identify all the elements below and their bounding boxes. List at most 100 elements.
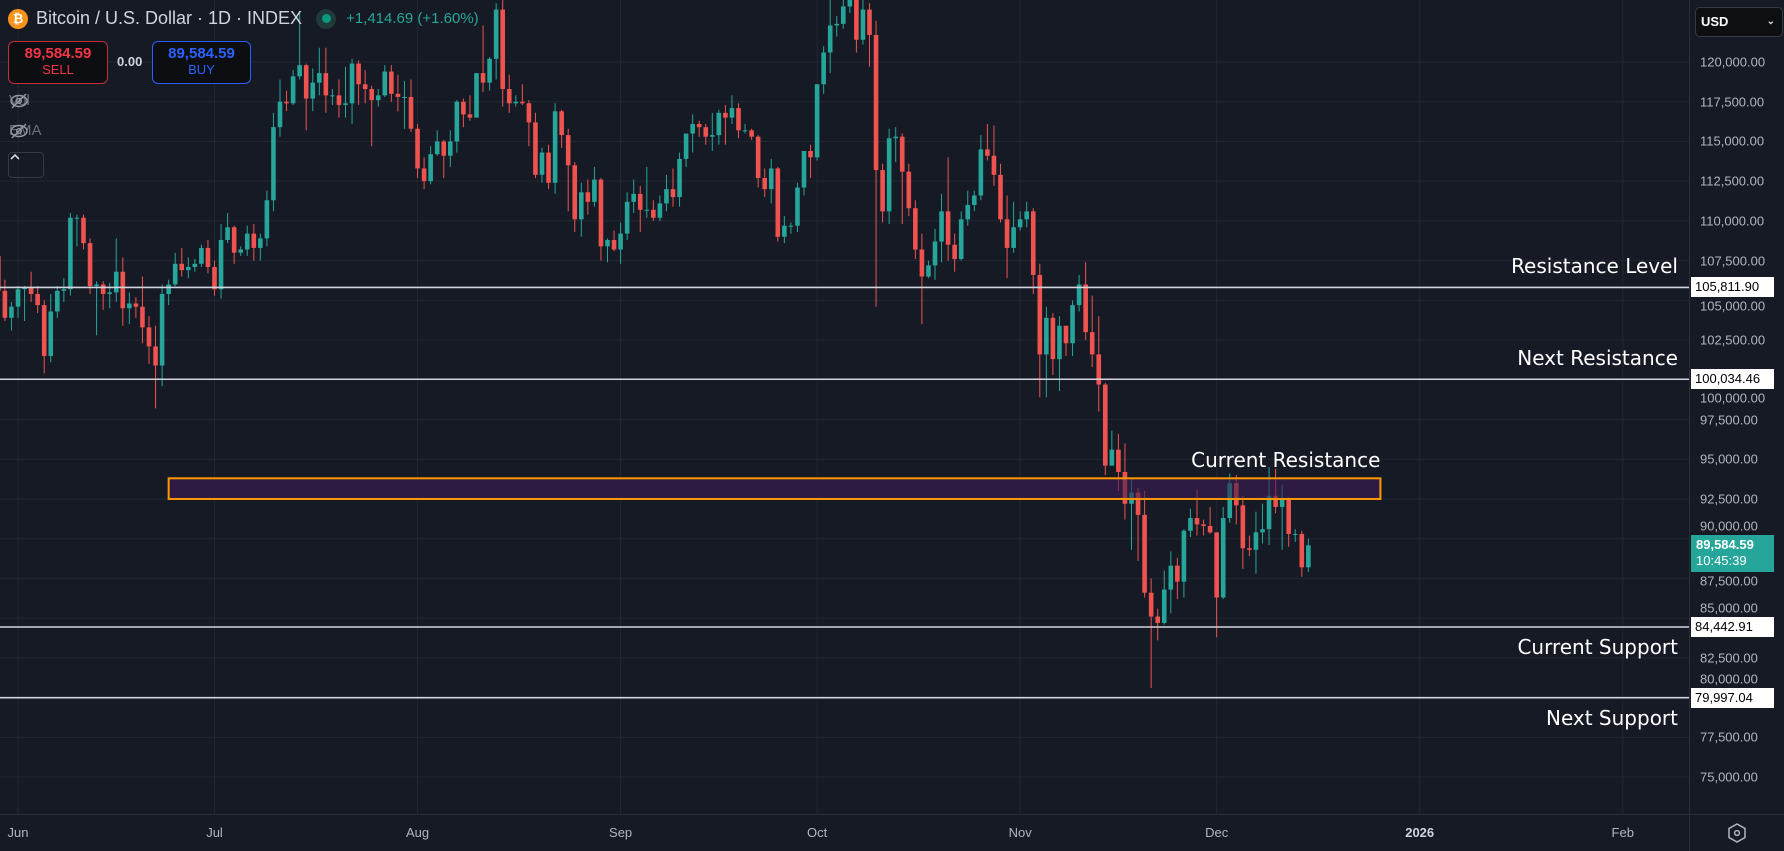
candle-body bbox=[474, 73, 479, 118]
candle-body bbox=[100, 284, 106, 294]
candle-body bbox=[559, 111, 564, 136]
candle-body bbox=[238, 249, 243, 253]
candle-body bbox=[81, 217, 86, 244]
candle-body bbox=[782, 225, 787, 237]
candle-body bbox=[585, 192, 591, 202]
candle-body bbox=[965, 205, 971, 220]
candle-body bbox=[1175, 565, 1180, 582]
candle bbox=[454, 100, 460, 153]
buy-button[interactable]: 89,584.59 BUY bbox=[152, 41, 251, 84]
candle bbox=[297, 11, 302, 80]
candle-body bbox=[94, 284, 99, 287]
candle-body bbox=[696, 123, 702, 128]
candle-body bbox=[218, 239, 224, 290]
candle-body bbox=[310, 82, 316, 99]
candle-body bbox=[670, 189, 676, 198]
candle bbox=[821, 46, 826, 94]
chart-pane[interactable]: Resistance Level Next Resistance Current S… bbox=[0, 0, 1689, 814]
candle bbox=[788, 222, 794, 234]
time-tick-label: Jul bbox=[206, 825, 223, 840]
candle bbox=[1004, 195, 1010, 279]
candle bbox=[1083, 262, 1088, 341]
candle-body bbox=[854, 0, 859, 40]
candle-body bbox=[1227, 483, 1233, 519]
price-tick-label: 112,500.00 bbox=[1700, 173, 1765, 189]
candle bbox=[1148, 578, 1154, 689]
candle-body bbox=[480, 73, 486, 83]
candle-body bbox=[978, 149, 984, 196]
candle bbox=[310, 68, 316, 112]
bitcoin-logo-icon: ₿ bbox=[8, 8, 28, 29]
candle-body bbox=[284, 101, 289, 104]
time-tick-label: Sep bbox=[609, 825, 633, 840]
candle-body bbox=[277, 101, 283, 128]
candle-body bbox=[749, 130, 754, 137]
candle-body bbox=[461, 101, 466, 115]
candle bbox=[683, 133, 689, 167]
candle bbox=[362, 69, 368, 104]
candle bbox=[343, 66, 348, 118]
price-change: +1,414.69 (+1.60%) bbox=[346, 10, 479, 27]
price-tick-label: 107,500.00 bbox=[1700, 253, 1766, 269]
candle bbox=[1109, 430, 1115, 466]
candle-body bbox=[552, 111, 558, 183]
candle bbox=[428, 146, 433, 185]
candle bbox=[474, 73, 479, 118]
candle-body bbox=[919, 249, 925, 277]
price-axis[interactable]: 120,000.00 117,500.00 115,000.00 112,500.00… bbox=[1689, 0, 1784, 814]
level-price-tag: 105,811.90 bbox=[1691, 277, 1774, 298]
candle-body bbox=[113, 271, 119, 293]
time-tick-label: Dec bbox=[1205, 825, 1229, 840]
candle bbox=[506, 74, 512, 113]
eye-crossed-icon[interactable] bbox=[9, 92, 29, 110]
candle-body bbox=[827, 25, 833, 53]
candle bbox=[768, 158, 774, 204]
candle bbox=[539, 147, 545, 183]
candle bbox=[389, 65, 394, 102]
candle bbox=[153, 325, 158, 409]
candle-body bbox=[1089, 332, 1095, 355]
symbol-title[interactable]: Bitcoin / U.S. Dollar · 1D · INDEX bbox=[36, 8, 303, 28]
candle-body bbox=[690, 123, 695, 134]
candle-body bbox=[533, 122, 538, 175]
indicator-ema[interactable]: EMA bbox=[9, 122, 42, 139]
candle bbox=[775, 166, 781, 242]
candle-body bbox=[742, 130, 748, 132]
candle bbox=[847, 0, 853, 13]
candle bbox=[854, 0, 859, 53]
chart-settings-button[interactable] bbox=[1689, 814, 1784, 851]
candle bbox=[330, 89, 335, 105]
candle-body bbox=[841, 6, 846, 24]
candle-body bbox=[723, 112, 728, 118]
eye-crossed-icon[interactable] bbox=[9, 122, 29, 140]
candle bbox=[1286, 497, 1291, 547]
currency-select[interactable]: USD ⌄ bbox=[1695, 7, 1783, 37]
price-tick-label: 75,000.00 bbox=[1700, 769, 1758, 785]
candle-body bbox=[441, 141, 447, 156]
candle-body bbox=[899, 136, 905, 172]
time-axis[interactable]: Jun Jul Aug Sep Oct Nov Dec 2026 Feb bbox=[0, 814, 1689, 851]
candle bbox=[133, 297, 139, 318]
candle-body bbox=[1057, 325, 1062, 360]
candle-body bbox=[28, 287, 34, 294]
collapse-legend-button[interactable] bbox=[8, 152, 44, 178]
candlestick-chart[interactable] bbox=[0, 0, 1689, 814]
candle bbox=[1096, 316, 1102, 412]
candle bbox=[939, 193, 944, 263]
indicator-vol[interactable]: Vol bbox=[9, 92, 30, 109]
candle-body bbox=[428, 154, 433, 182]
sell-button[interactable]: 89,584.59 SELL bbox=[8, 41, 108, 84]
candle-body bbox=[985, 149, 990, 156]
level-price-tag: 100,034.46 bbox=[1691, 369, 1774, 390]
candle bbox=[670, 168, 676, 207]
candle bbox=[664, 174, 669, 212]
candle bbox=[1103, 382, 1108, 476]
candle bbox=[179, 247, 185, 277]
candle-body bbox=[231, 227, 237, 253]
candle-body bbox=[1247, 548, 1252, 550]
candle-body bbox=[867, 9, 872, 35]
candle-body bbox=[48, 311, 54, 356]
candle-body bbox=[303, 65, 309, 99]
candle-body bbox=[729, 108, 735, 118]
candle-body bbox=[814, 84, 820, 158]
